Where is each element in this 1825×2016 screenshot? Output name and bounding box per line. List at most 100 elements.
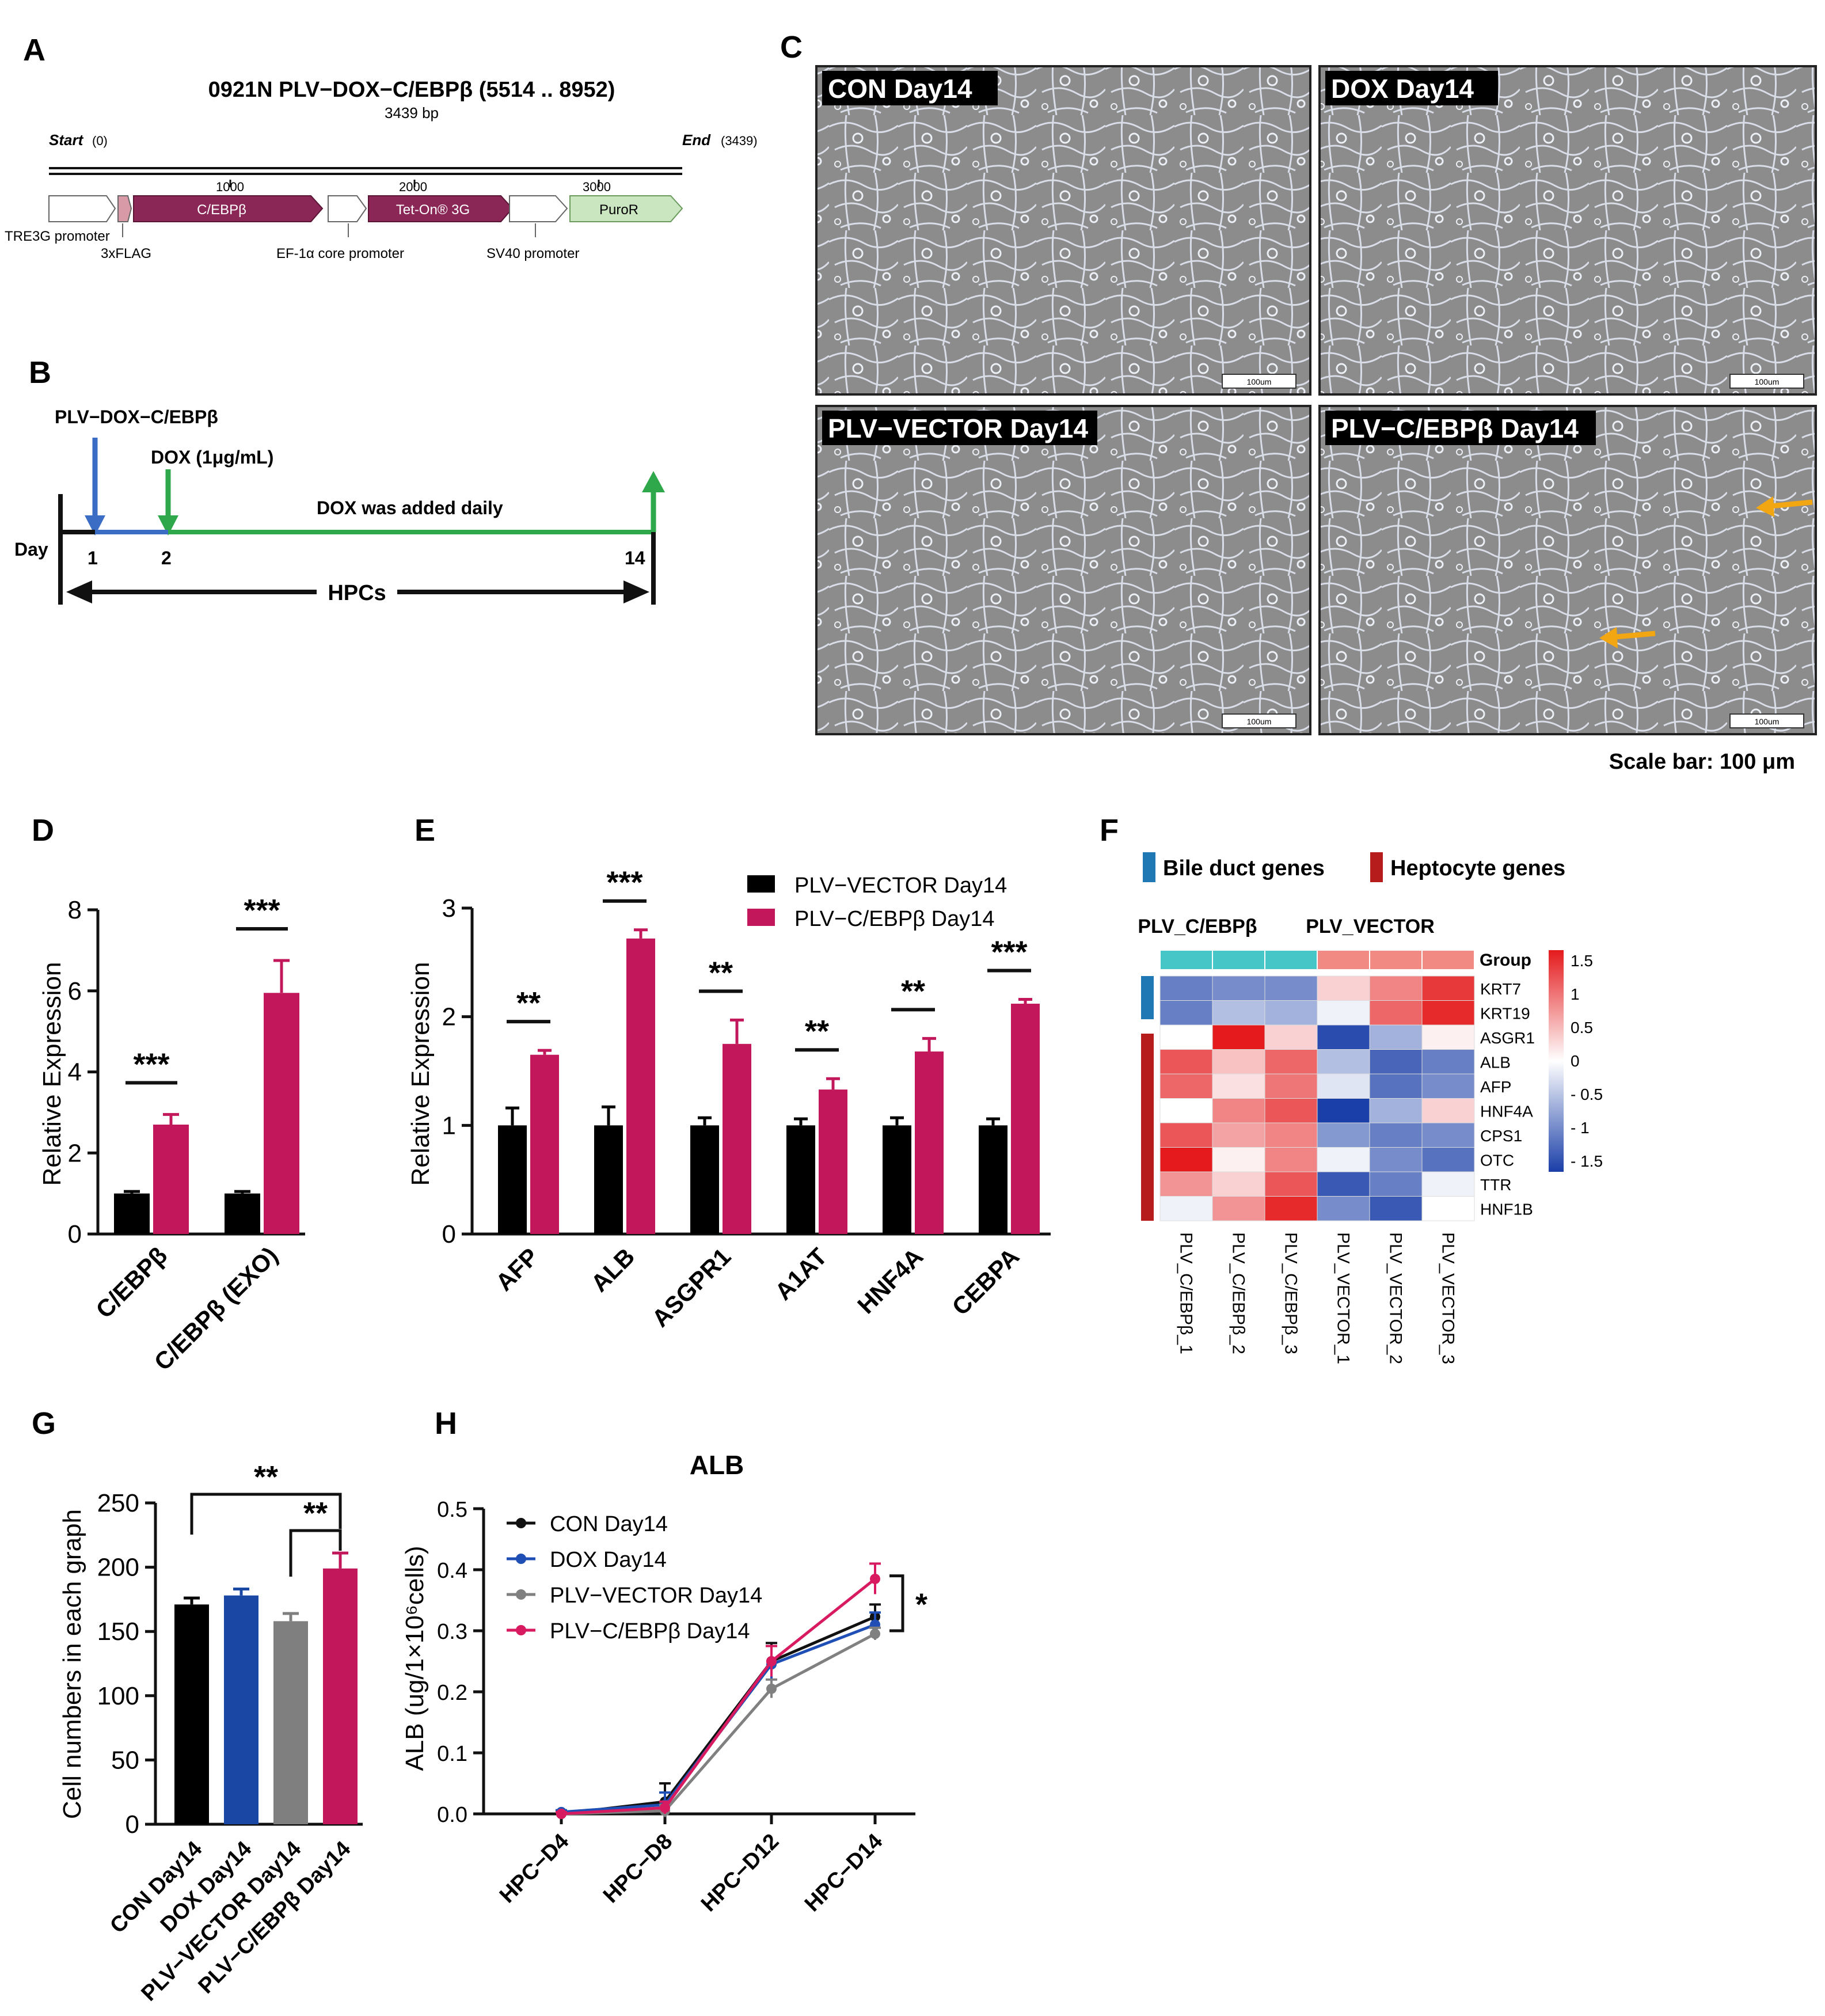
significance-label: **	[805, 1014, 829, 1049]
f-legend-bile: Bile duct genes	[1163, 856, 1325, 880]
heat-cell	[1369, 975, 1423, 1001]
series-line	[561, 1615, 876, 1816]
significance-label: ***	[606, 865, 642, 900]
f-legend-hep: Heptocyte genes	[1390, 856, 1565, 880]
row-label: KRT19	[1480, 1005, 1530, 1023]
end-label: End	[682, 131, 711, 149]
scale-tick-label: 1	[1571, 985, 1580, 1003]
group-cell	[1264, 950, 1318, 970]
x-tick-label: HPC−D4	[495, 1829, 573, 1908]
heat-cell	[1159, 1196, 1213, 1221]
scale-tick-label: - 1	[1571, 1119, 1590, 1137]
micrograph-grid: CON Day14 DOX Day14 PLV−VECTOR Day14 PLV…	[815, 65, 1817, 774]
panel-label-g: G	[32, 1406, 56, 1441]
significance-label: **	[516, 986, 541, 1020]
legend-label: PLV−VECTOR Day14	[550, 1584, 762, 1608]
significance-label: **	[901, 974, 925, 1008]
e-y-label: Relative Expression	[406, 962, 435, 1186]
bar	[883, 1125, 911, 1234]
heat-cell	[1212, 1122, 1265, 1148]
bar	[264, 993, 299, 1234]
timeline: PLV−DOX−C/EBPβ DOX (1μg/mL) DOX was adde…	[14, 407, 665, 605]
feature-teton-label: Tet-On® 3G	[396, 202, 470, 218]
construct-arrowhead	[85, 515, 105, 536]
micrograph-vector	[815, 405, 1311, 735]
micro-label-vector: PLV−VECTOR Day14	[828, 413, 1089, 443]
feature-3xflag	[117, 195, 132, 222]
e-legend-vector: PLV−VECTOR Day14	[794, 874, 1007, 898]
micro-label-cebpb: PLV−C/EBPβ Day14	[1331, 413, 1579, 443]
heat-cell	[1212, 1147, 1265, 1172]
heat-cell	[1264, 1000, 1318, 1026]
x-tick-label: HPC−D8	[599, 1829, 677, 1908]
column-label: PLV_VECTOR_2	[1386, 1232, 1405, 1364]
hpc-arrow-left	[66, 580, 92, 603]
construct-label: PLV−DOX−C/EBPβ	[55, 407, 218, 427]
panel-label-c: C	[780, 30, 803, 64]
bar	[979, 1125, 1007, 1234]
y-tick-label: 6	[68, 977, 82, 1005]
x-tick-label: CEBPA	[946, 1243, 1024, 1320]
heat-cell	[1421, 1171, 1475, 1197]
series-line	[561, 1577, 876, 1816]
heat-cell	[1159, 1122, 1213, 1148]
y-tick-label: 50	[111, 1746, 139, 1774]
scale-tick-label: 0	[1571, 1052, 1580, 1070]
column-label: PLV_C/EBPβ_3	[1282, 1232, 1301, 1354]
bar	[114, 1193, 150, 1234]
heat-cell	[1369, 1196, 1423, 1221]
heat-cell	[1212, 1024, 1265, 1050]
ruler-2000: 2000	[399, 180, 427, 194]
feature-puror-label: PuroR	[599, 202, 638, 218]
scale-tick-label: 0.5	[1571, 1019, 1593, 1037]
y-tick-label: 0.3	[437, 1620, 467, 1644]
tre3g-label: TRE3G promoter	[5, 229, 110, 244]
x-tick-label: HNF4A	[852, 1243, 928, 1319]
legend-label: CON Day14	[550, 1512, 668, 1536]
data-point	[660, 1802, 670, 1813]
bar	[1011, 1004, 1040, 1234]
heat-cell	[1212, 1000, 1265, 1026]
significance-bracket-2	[289, 1529, 342, 1577]
y-tick-label: 0.0	[437, 1803, 467, 1827]
panel-label-h: H	[435, 1406, 457, 1441]
start-label: Start	[49, 131, 84, 149]
row-label: OTC	[1480, 1152, 1514, 1170]
row-label: HNF1B	[1480, 1201, 1533, 1218]
day-1: 1	[88, 548, 98, 568]
row-label: HNF4A	[1480, 1103, 1533, 1121]
heat-cell	[1369, 1000, 1423, 1026]
heat-cell	[1264, 1122, 1318, 1148]
y-tick-label: 250	[97, 1489, 139, 1517]
chart-e: 0 1 2 3 ** AFP *** ALB ** ASGPR1 ** A1AT ** HNF4A ***…	[406, 865, 1051, 1332]
heat-cell	[1317, 1147, 1370, 1172]
bar	[498, 1125, 527, 1234]
group-cell	[1317, 950, 1370, 970]
heat-cell	[1159, 1024, 1213, 1050]
y-tick-label: 2	[68, 1139, 82, 1167]
heat-cell	[1264, 1024, 1318, 1050]
h-y-label: ALB (ug/1×10⁶cells)	[401, 1546, 429, 1771]
heat-cell	[1317, 975, 1370, 1001]
data-point	[870, 1628, 880, 1639]
heat-cell	[1317, 1196, 1370, 1221]
panel-label-b: B	[29, 355, 51, 390]
heat-cell	[1159, 1147, 1213, 1172]
micro-label-bg-dox	[1325, 71, 1498, 105]
row-label: KRT7	[1480, 980, 1521, 998]
y-tick-label: 4	[68, 1058, 82, 1087]
data-point	[870, 1573, 880, 1584]
data-point	[556, 1809, 566, 1819]
ruler-1000: 1000	[216, 180, 244, 194]
scale-tick-label: 1.5	[1571, 952, 1593, 970]
y-tick-label: 150	[97, 1618, 139, 1646]
heat-cell	[1421, 1049, 1475, 1075]
scale-tick-label: - 1.5	[1571, 1152, 1603, 1170]
group-cell	[1421, 950, 1475, 970]
heat-cell	[1264, 1196, 1318, 1221]
legend-marker	[516, 1554, 526, 1564]
heat-cell	[1264, 1147, 1318, 1172]
column-label: PLV_VECTOR_1	[1334, 1232, 1353, 1364]
sv40-label: SV40 promoter	[486, 246, 579, 261]
